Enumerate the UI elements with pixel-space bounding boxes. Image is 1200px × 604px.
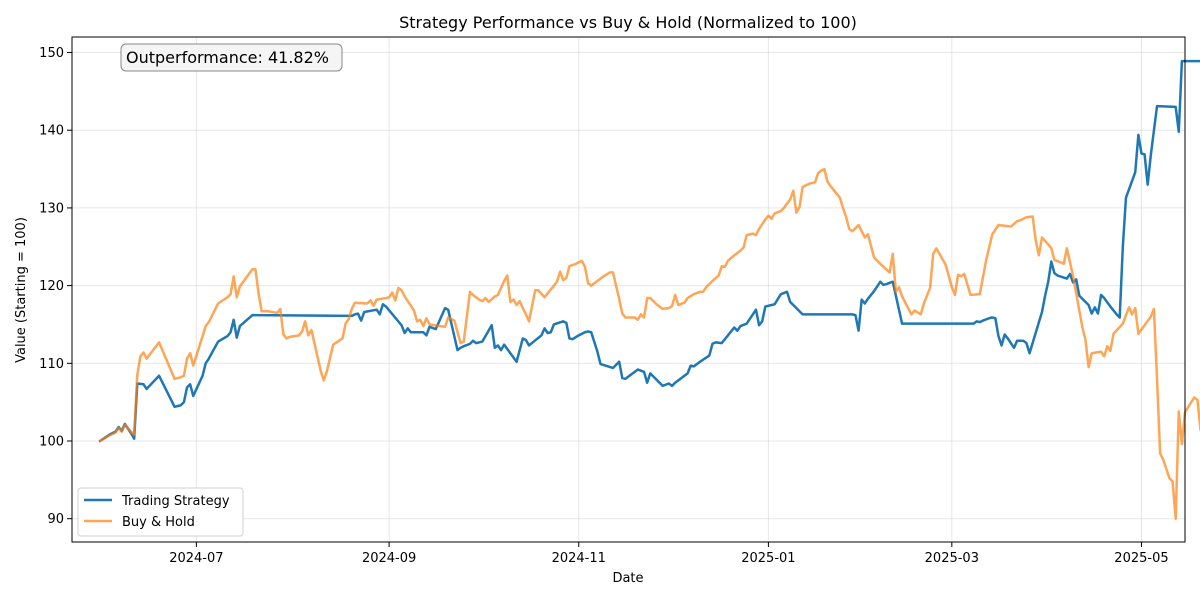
y-tick-label: 150 (39, 46, 64, 61)
y-axis-label: Value (Starting = 100) (14, 217, 29, 363)
annotation-box (120, 43, 343, 72)
y-tick-label: 140 (39, 124, 64, 139)
x-tick-label: 2025-01 (741, 551, 795, 566)
y-tick-label: 110 (39, 357, 64, 372)
plot-frame (71, 36, 1186, 543)
y-tick-label: 100 (39, 435, 64, 450)
legend-label-buy-hold: Buy & Hold (122, 515, 195, 530)
legend: Trading Strategy Buy & Hold (77, 487, 244, 537)
grid-layer (72, 37, 1185, 542)
x-axis-label: Date (612, 571, 643, 586)
buy-hold-line (98, 167, 1200, 520)
x-tick-label: 2024-11 (552, 551, 606, 566)
x-tick-label: 2024-07 (169, 551, 223, 566)
x-axis-ticks: 2024-07 2024-09 2024-11 2025-01 2025-03 2025-… (169, 542, 1169, 566)
trading-strategy-line (98, 59, 1200, 443)
outperformance-annotation: Outperformance: 41.82% (120, 43, 343, 72)
x-tick-label: 2024-09 (362, 551, 416, 566)
y-tick-label: 120 (39, 279, 64, 294)
x-tick-label: 2025-05 (1114, 551, 1168, 566)
y-tick-label: 130 (39, 201, 64, 216)
series-layer (98, 59, 1200, 520)
legend-label-trading-strategy: Trading Strategy (121, 494, 230, 509)
chart-title: Strategy Performance vs Buy & Hold (Norm… (399, 13, 857, 32)
annotation-text: Outperformance: 41.82% (126, 48, 329, 67)
x-tick-label: 2025-03 (925, 551, 979, 566)
y-tick-label: 90 (47, 512, 64, 527)
legend-box (77, 487, 244, 537)
y-axis-ticks: 90 100 110 120 130 140 150 (39, 46, 72, 527)
